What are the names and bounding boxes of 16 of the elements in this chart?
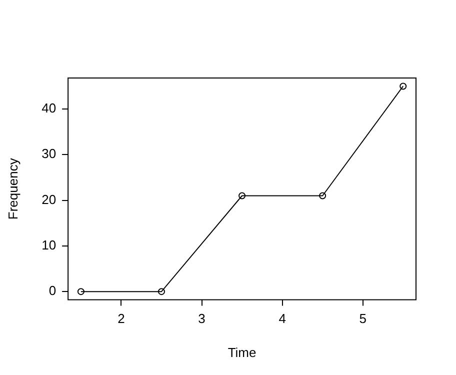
- y-tick-label: 0: [48, 283, 56, 298]
- point: [77, 288, 84, 296]
- point: [400, 82, 407, 90]
- y-tick-label: 30: [42, 146, 56, 162]
- x-tick-label: 3: [198, 311, 206, 326]
- y-axis-title: Frequency: [5, 158, 20, 220]
- y-tick-label: 40: [42, 100, 56, 116]
- y-tick-label: 10: [42, 238, 56, 253]
- point: [158, 288, 165, 296]
- point: [238, 192, 246, 200]
- x-tick-label: 4: [278, 311, 286, 326]
- x-axis-title: Time: [228, 344, 256, 360]
- x-tick-label: 5: [359, 311, 366, 326]
- point: [319, 192, 326, 200]
- x-tick-label: 2: [118, 311, 125, 326]
- y-tick-label: 20: [42, 192, 56, 207]
